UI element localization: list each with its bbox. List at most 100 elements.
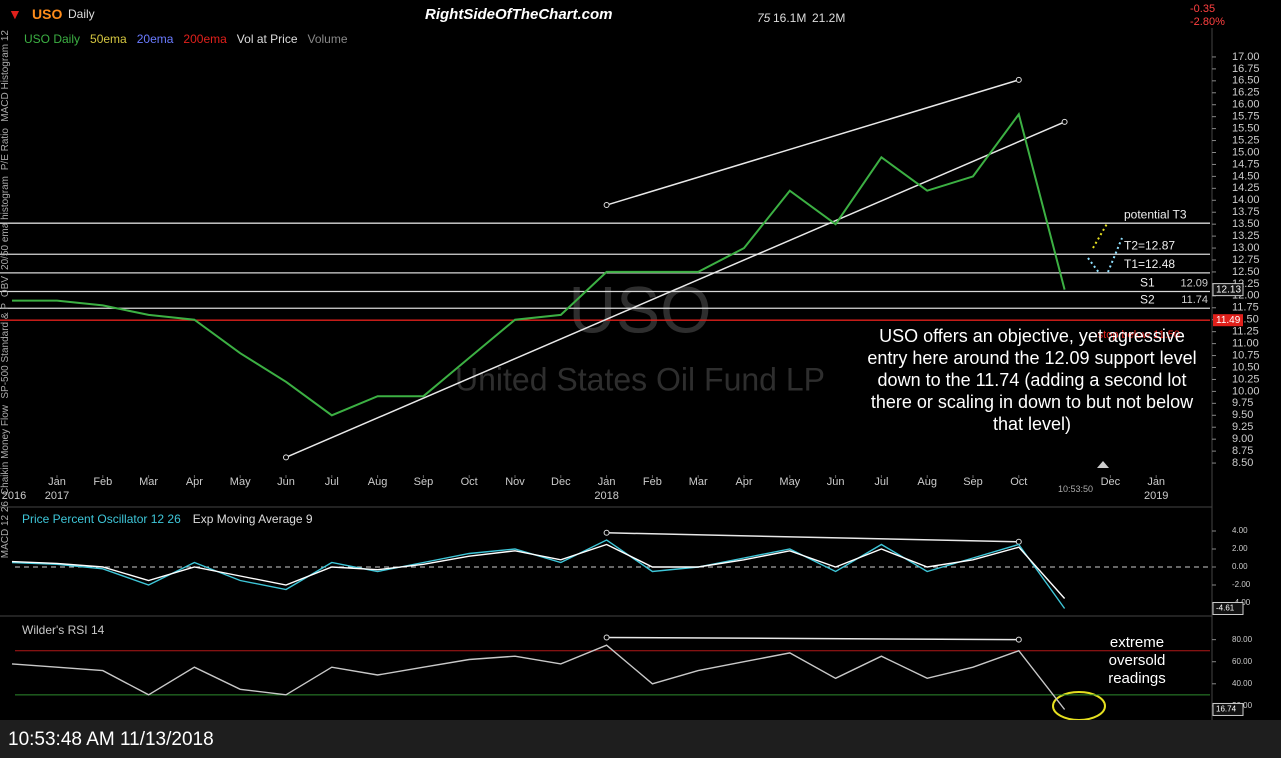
trendline-end: [603, 202, 610, 209]
side-panel-label: SP-500 Standard & P: [0, 303, 11, 399]
watermark-name: United States Oil Fund LP: [455, 361, 825, 397]
site: RightSideOfTheChart.com: [425, 6, 613, 23]
y-tick-label: 17.00: [1232, 51, 1260, 63]
x-tick-label: Feb: [93, 476, 112, 488]
side-panels: MACD Histogram 12 P/E Ratio 20/50 ema hist…: [0, 30, 14, 610]
x-tick-label: Sep: [414, 476, 434, 488]
last-value-label: -4.61: [1216, 604, 1235, 613]
trendline-end: [1061, 118, 1068, 125]
y-tick-label: 14.75: [1232, 158, 1260, 170]
legend-item: 200ema: [183, 32, 227, 46]
trendline-end: [603, 529, 610, 536]
y-tick-label: 15.50: [1232, 123, 1260, 135]
x-tick-label: Mar: [139, 476, 158, 488]
x-tick-label: Jun: [827, 476, 845, 488]
y-tick-label: 11.25: [1232, 326, 1259, 338]
y-tick-label: 80.00: [1232, 635, 1253, 644]
legend-item: Volume: [307, 32, 348, 46]
y-tick-label: 15.25: [1232, 134, 1260, 146]
change: -0.35: [1190, 3, 1216, 15]
y-tick-label: 60.00: [1232, 657, 1253, 666]
x-tick-label: Jun: [277, 476, 295, 488]
trendline-end: [603, 634, 610, 641]
x-tick-label: Feb: [643, 476, 662, 488]
value-tag: [1213, 314, 1243, 327]
x-tick-label: Dec: [1101, 476, 1121, 488]
y-tick-label: -2.00: [1232, 580, 1251, 589]
rsi-annotation: extreme oversold readings: [1108, 634, 1166, 687]
side-panel-label: MACD 12 26: [0, 500, 11, 558]
y-tick-label: 13.25: [1232, 230, 1260, 242]
chart: USO United States Oil Fund LP 8.508.759.…: [0, 0, 1281, 720]
y-tick-label: 9.00: [1232, 433, 1253, 445]
side-panel-label: P/E Ratio: [0, 127, 11, 170]
year-label: 2018: [594, 490, 618, 502]
x-tick-label: Aug: [917, 476, 937, 488]
marker: [1097, 461, 1109, 468]
level-label: S1: [1140, 276, 1155, 290]
x-tick-label: Dec: [551, 476, 571, 488]
y-tick-label: 15.00: [1232, 146, 1260, 158]
y-tick-label: 14.00: [1232, 194, 1260, 206]
annotation: USO offers an objective, yet agressive e…: [867, 326, 1197, 434]
y-tick-label: 11.75: [1232, 302, 1259, 314]
x-tick-label: Mar: [689, 476, 708, 488]
side-panel-label: MACD Histogram 12: [0, 30, 11, 122]
background: [0, 0, 1281, 720]
value-tag: [1212, 702, 1244, 716]
legend-item: 50ema: [90, 32, 127, 46]
interval[interactable]: Daily: [68, 7, 95, 21]
level-value-label: 11.49: [1216, 315, 1241, 326]
y-tick-label: 0.00: [1232, 562, 1248, 571]
legend-item: Wilder's RSI 14: [22, 623, 105, 637]
x-tick-label: May: [779, 476, 800, 488]
series-line: [11, 543, 1066, 599]
y-tick-label: 10.50: [1232, 361, 1260, 373]
y-tick-label: 10.00: [1232, 385, 1260, 397]
arrow: [1107, 237, 1123, 273]
y-tick-label: 9.75: [1232, 397, 1253, 409]
trendline: [606, 636, 1019, 641]
level-label: stop below 11.50: [1098, 329, 1180, 341]
status-time: 10:53:48 AM 11/13/2018: [8, 729, 214, 750]
trendline-end: [1015, 538, 1022, 545]
y-tick-label: 15.75: [1232, 111, 1260, 123]
status-bar: 10:53:48 AM 11/13/2018: [0, 720, 1281, 758]
y-tick-label: 13.50: [1232, 218, 1260, 230]
series-line: [12, 112, 1066, 417]
y-tick-label: 16.00: [1232, 99, 1260, 111]
y-tick-label: 14.25: [1232, 182, 1260, 194]
y-tick-label: 16.25: [1232, 87, 1260, 99]
x-tick-label: Aug: [368, 476, 388, 488]
y-tick-label: 12.75: [1232, 254, 1260, 266]
y-tick-label: 14.50: [1232, 170, 1260, 182]
symbol[interactable]: USO: [32, 6, 63, 22]
y-tick-label: 8.75: [1232, 445, 1253, 457]
level-value-label: 11.74: [1181, 294, 1208, 306]
stat: 75: [757, 11, 771, 25]
arrow: [1092, 221, 1109, 249]
y-tick-label: 2.00: [1232, 544, 1248, 553]
panel-legend: Price Percent Oscillator 12 26 Exp Moving…: [22, 512, 313, 526]
y-tick-label: 9.25: [1232, 421, 1253, 433]
legend-item: 20ema: [136, 32, 174, 46]
y-tick-label: 11.00: [1232, 338, 1259, 350]
side-panel-label: OBV: [0, 275, 11, 298]
stat: 21.2M: [812, 11, 846, 25]
x-tick-label: Apr: [186, 476, 203, 488]
y-tick-label: 10.25: [1232, 373, 1260, 385]
trendline: [606, 79, 1020, 206]
y-tick-label: 40.00: [1232, 679, 1253, 688]
y-tick-label: 12.50: [1232, 266, 1260, 278]
trendline: [606, 532, 1019, 543]
year-label: 2016: [2, 490, 26, 502]
trendline-end: [1015, 76, 1022, 83]
year-label: 2017: [45, 490, 69, 502]
time-small: 10:53:50: [1058, 484, 1094, 494]
icon: ▼: [8, 6, 22, 22]
stat: 16.1M: [773, 11, 807, 25]
y-tick-label: 10.75: [1232, 349, 1260, 361]
x-tick-label: Jan: [1147, 476, 1165, 488]
y-tick-label: 9.50: [1232, 409, 1253, 421]
